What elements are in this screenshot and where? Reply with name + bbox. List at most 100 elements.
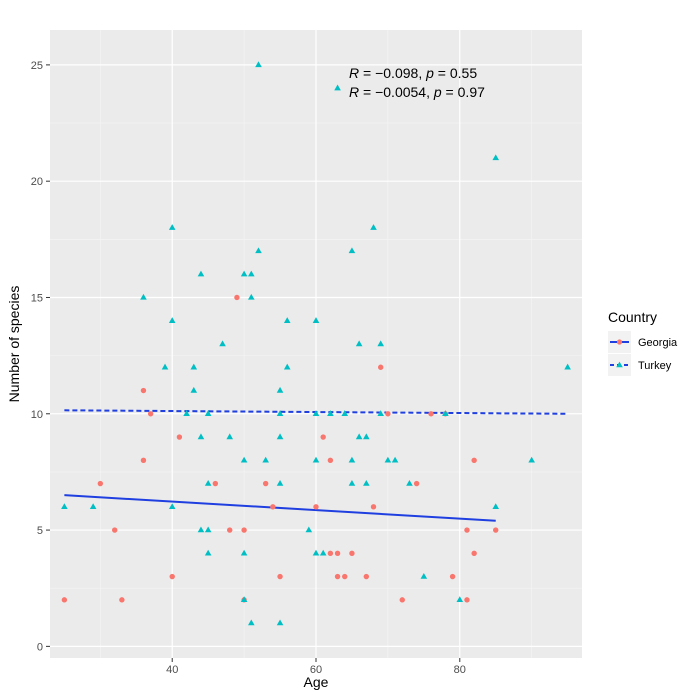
point-georgia: [140, 457, 147, 463]
point-turkey: [319, 549, 327, 556]
point-georgia: [61, 597, 68, 603]
point-turkey: [190, 386, 198, 393]
point-turkey: [190, 363, 198, 370]
point-georgia: [313, 504, 319, 510]
y-tick-label: 20: [31, 176, 43, 188]
point-georgia: [234, 294, 240, 301]
y-tick-label: 10: [31, 409, 43, 421]
point-georgia: [212, 480, 219, 487]
legend-marker-turkey: [616, 361, 623, 368]
x-axis-ticks: 40 60 80: [166, 658, 466, 676]
point-georgia: [112, 527, 118, 533]
point-turkey: [348, 479, 356, 486]
point-turkey: [391, 456, 399, 463]
point-turkey: [312, 410, 320, 416]
point-georgia: [342, 573, 348, 580]
point-turkey: [240, 270, 248, 277]
point-georgia: [385, 411, 391, 417]
point-georgia: [147, 411, 154, 417]
point-turkey: [492, 154, 500, 161]
point-turkey: [276, 479, 284, 486]
point-turkey: [240, 549, 248, 556]
point-georgia: [370, 504, 377, 510]
annotation-georgia: R = −0.098, p = 0.55: [349, 65, 477, 81]
point-georgia: [471, 550, 477, 557]
x-tick-label: 80: [454, 664, 466, 676]
point-turkey: [61, 503, 68, 510]
point-georgia: [464, 597, 470, 603]
point-turkey: [528, 456, 535, 463]
point-turkey: [370, 224, 377, 230]
point-turkey: [204, 479, 212, 486]
point-georgia: [449, 573, 456, 580]
point-turkey: [197, 433, 205, 440]
point-georgia: [262, 480, 269, 487]
point-georgia: [363, 573, 370, 580]
point-turkey: [197, 526, 205, 533]
x-tick-label: 60: [310, 664, 322, 676]
point-turkey: [327, 410, 334, 416]
legend-label-turkey: Turkey: [638, 360, 672, 372]
point-georgia: [176, 434, 183, 440]
point-turkey: [161, 363, 169, 370]
x-axis-title: Age: [304, 674, 329, 690]
point-georgia: [140, 387, 147, 394]
point-turkey: [355, 433, 363, 440]
point-turkey: [276, 433, 284, 440]
point-turkey: [456, 596, 464, 603]
point-georgia: [428, 411, 434, 417]
y-tick-label: 0: [37, 641, 43, 653]
point-turkey: [89, 503, 97, 510]
point-georgia: [493, 527, 499, 533]
point-turkey: [492, 503, 500, 510]
point-turkey: [564, 363, 571, 370]
legend-title: Country: [608, 309, 657, 325]
point-turkey: [204, 410, 212, 416]
point-turkey: [283, 363, 291, 370]
y-tick-label: 25: [31, 60, 43, 72]
legend-label-georgia: Georgia: [638, 337, 678, 349]
legend: Country Georgia Turkey: [608, 309, 678, 376]
point-turkey: [305, 526, 313, 533]
point-turkey: [348, 456, 356, 463]
point-turkey: [226, 433, 234, 440]
point-turkey: [140, 293, 147, 300]
point-turkey: [341, 410, 349, 416]
point-turkey: [262, 456, 269, 463]
point-turkey: [168, 317, 176, 323]
point-georgia: [413, 480, 420, 487]
point-georgia: [349, 550, 355, 557]
y-axis-title: Number of species: [6, 286, 22, 403]
y-axis-ticks: 0 5 10 15 20 25: [31, 60, 50, 653]
point-georgia: [334, 573, 341, 580]
point-georgia: [464, 527, 470, 533]
point-turkey: [240, 596, 248, 603]
x-tick-label: 40: [166, 664, 178, 676]
point-turkey: [363, 433, 370, 440]
point-turkey: [312, 456, 320, 463]
point-georgia: [119, 597, 125, 603]
data-points: [61, 61, 571, 626]
point-georgia: [334, 550, 341, 557]
point-turkey: [377, 340, 385, 347]
point-georgia: [97, 480, 104, 487]
correlation-annotations: R = −0.098, p = 0.55 R = −0.0054, p = 0.…: [349, 65, 485, 100]
point-georgia: [327, 550, 334, 557]
point-georgia: [270, 504, 276, 510]
point-turkey: [384, 456, 392, 463]
point-georgia: [378, 364, 384, 370]
point-georgia: [169, 573, 175, 580]
point-turkey: [355, 340, 363, 347]
point-turkey: [276, 619, 284, 626]
point-turkey: [168, 503, 176, 510]
point-turkey: [197, 270, 205, 277]
y-tick-label: 5: [37, 525, 43, 537]
point-turkey: [168, 224, 176, 230]
point-turkey: [247, 619, 255, 626]
point-turkey: [204, 549, 212, 556]
point-turkey: [377, 410, 385, 416]
point-turkey: [255, 61, 262, 68]
point-georgia: [471, 457, 477, 463]
point-turkey: [183, 410, 190, 416]
